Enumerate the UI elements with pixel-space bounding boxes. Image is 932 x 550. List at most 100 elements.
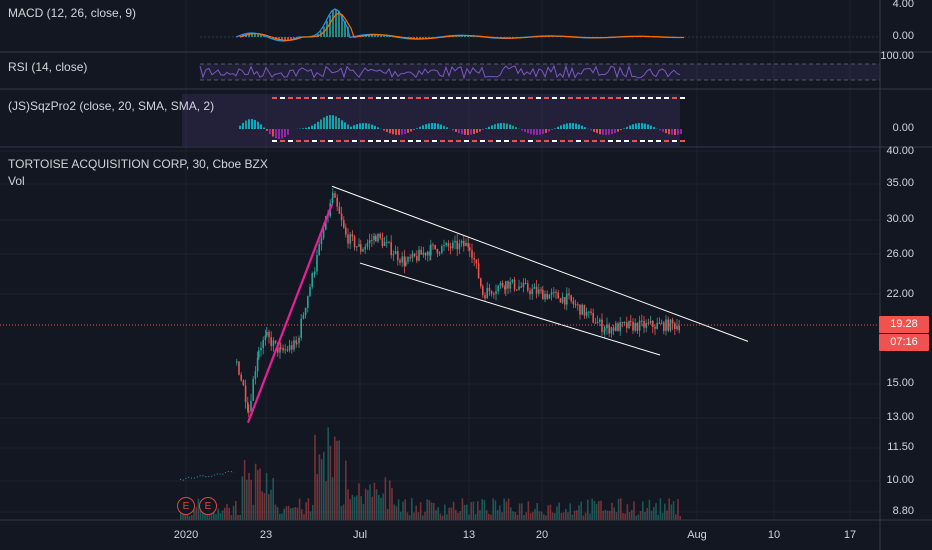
squeeze-dot bbox=[624, 97, 629, 99]
squeeze-dot bbox=[320, 140, 325, 142]
volume-bar bbox=[494, 500, 497, 520]
squeeze-bar bbox=[662, 129, 664, 132]
candle-body bbox=[630, 320, 632, 322]
squeeze-axis-label: 0.00 bbox=[892, 122, 914, 134]
squeeze-bar bbox=[320, 119, 322, 129]
macd-histogram-bar bbox=[422, 37, 424, 40]
squeeze-bar bbox=[548, 129, 550, 132]
price-axis-label: 8.80 bbox=[892, 505, 914, 517]
squeeze-bar bbox=[365, 123, 367, 129]
candle-body bbox=[594, 322, 597, 324]
price-candles[interactable] bbox=[236, 188, 680, 417]
squeeze-dot bbox=[664, 97, 669, 99]
volume-label: Vol bbox=[8, 174, 25, 188]
volume-bar bbox=[334, 436, 336, 520]
rsi-band bbox=[200, 64, 880, 80]
macd-histogram-bar bbox=[386, 35, 388, 37]
volume-bar bbox=[545, 515, 547, 520]
volume-bar bbox=[507, 498, 510, 520]
candle-body bbox=[332, 193, 334, 198]
candle-body bbox=[364, 246, 366, 250]
squeeze-bar bbox=[305, 127, 307, 129]
volume-bar bbox=[285, 506, 288, 520]
volume-bar bbox=[320, 459, 323, 520]
volume-bar bbox=[430, 502, 433, 520]
candle-body bbox=[284, 349, 286, 351]
volume-bar bbox=[650, 510, 653, 520]
candle-body bbox=[678, 325, 680, 331]
squeeze-dot bbox=[448, 97, 453, 99]
volume-bar bbox=[217, 508, 219, 520]
squeeze-bar bbox=[326, 115, 328, 129]
drawing-lines[interactable] bbox=[0, 185, 880, 424]
squeeze-bar bbox=[623, 128, 625, 129]
squeeze-dot bbox=[272, 140, 277, 142]
squeeze-dot bbox=[560, 97, 565, 99]
volume-bar bbox=[375, 489, 378, 520]
squeeze-bar bbox=[617, 129, 619, 132]
macd-pane[interactable] bbox=[200, 8, 880, 42]
volume-bar bbox=[598, 501, 600, 520]
candle-body bbox=[286, 349, 289, 351]
candle-body bbox=[608, 324, 610, 334]
squeeze-bar bbox=[557, 126, 559, 129]
squeeze-bar bbox=[551, 129, 553, 131]
squeeze-bar bbox=[614, 129, 616, 134]
squeeze-bar bbox=[251, 119, 253, 129]
candle-body bbox=[379, 233, 381, 238]
squeeze-bar bbox=[266, 129, 268, 131]
volume-bar bbox=[243, 460, 246, 520]
squeeze-pane[interactable] bbox=[182, 94, 685, 146]
candle-body bbox=[518, 286, 520, 290]
volume-bar bbox=[415, 505, 417, 520]
candle-body bbox=[599, 319, 601, 322]
squeeze-bar bbox=[371, 124, 373, 129]
rsi-axis-label: 100.00 bbox=[880, 50, 914, 62]
earnings-marker[interactable]: E bbox=[177, 497, 195, 515]
candle-body bbox=[279, 347, 281, 353]
squeeze-bar bbox=[599, 129, 601, 135]
macd-histogram-bar bbox=[428, 37, 430, 39]
candle-body bbox=[617, 323, 619, 332]
candle-body bbox=[416, 256, 418, 261]
volume-bar bbox=[276, 507, 279, 520]
squeeze-bar bbox=[470, 129, 472, 135]
squeeze-bar bbox=[341, 120, 343, 129]
squeeze-dot bbox=[320, 97, 325, 99]
volume-bar bbox=[435, 509, 437, 520]
volume-bar bbox=[534, 509, 536, 520]
squeeze-bar bbox=[521, 129, 523, 131]
volume-bar bbox=[371, 496, 373, 520]
candle-body bbox=[566, 293, 568, 305]
candle-body bbox=[561, 297, 564, 303]
volume-bar bbox=[600, 500, 602, 520]
candle-body bbox=[353, 236, 356, 248]
squeeze-bar bbox=[461, 129, 463, 135]
candle-body bbox=[454, 240, 456, 243]
candle-body bbox=[258, 350, 260, 358]
squeeze-bar bbox=[515, 127, 517, 129]
candle-body bbox=[467, 242, 469, 248]
rsi-pane[interactable] bbox=[199, 63, 880, 81]
candle-body bbox=[298, 337, 300, 344]
squeeze-dot bbox=[440, 140, 445, 142]
macd-histogram-bar bbox=[254, 33, 256, 37]
candle-body bbox=[295, 340, 297, 344]
volume-bar bbox=[433, 502, 435, 520]
squeeze-dot bbox=[304, 97, 309, 99]
squeeze-bar bbox=[497, 123, 499, 129]
macd-histogram-bar bbox=[290, 37, 292, 41]
squeeze-bar bbox=[632, 124, 634, 129]
squeeze-bar bbox=[308, 126, 310, 129]
candle-body bbox=[572, 300, 575, 305]
volume-bar bbox=[666, 510, 668, 520]
volume-bar bbox=[389, 480, 391, 520]
squeeze-background bbox=[182, 94, 680, 146]
squeeze-dot bbox=[272, 97, 277, 99]
volume-bar bbox=[670, 504, 673, 520]
squeeze-dot bbox=[304, 140, 309, 142]
squeeze-dot bbox=[680, 140, 685, 142]
candle-body bbox=[256, 357, 259, 372]
earnings-marker[interactable]: E bbox=[199, 497, 217, 515]
